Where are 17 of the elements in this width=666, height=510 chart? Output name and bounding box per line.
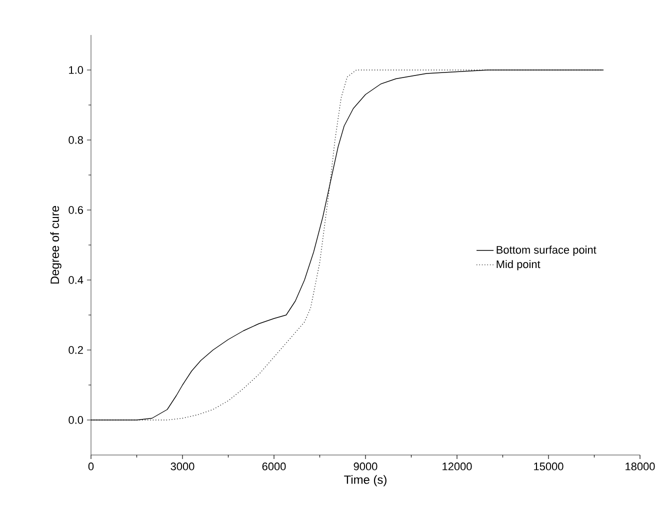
y-tick-label: 0.2: [68, 346, 83, 354]
y-tick-label: 1.0: [69, 66, 84, 74]
y-tick-label: 0.6: [68, 206, 83, 214]
x-tick-label: 9000: [354, 462, 378, 470]
x-tick-label: 18000: [626, 462, 655, 470]
x-tick-label: 0: [88, 462, 94, 470]
y-tick-label: 0.4: [68, 276, 84, 284]
x-tick-label: 12000: [442, 462, 472, 470]
x-tick-label: 15000: [534, 462, 564, 470]
legend-label: Mid point: [496, 260, 540, 270]
x-tick-label: 3000: [170, 462, 194, 470]
x-tick-label: 6000: [262, 462, 286, 470]
x-axis-title: Time (s): [344, 475, 386, 486]
y-tick-label: 0.8: [68, 136, 83, 144]
legend-label: Bottom surface point: [496, 246, 596, 256]
y-tick-label: 0.0: [68, 416, 84, 424]
y-axis-title: Degree of cure: [50, 206, 62, 284]
